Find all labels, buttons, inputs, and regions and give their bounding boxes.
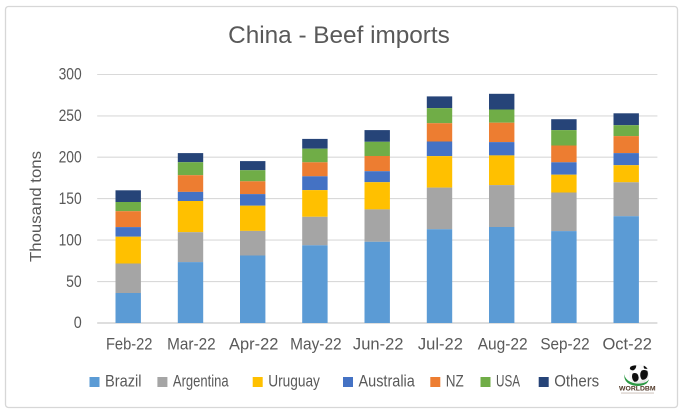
svg-text:50: 50	[66, 273, 82, 291]
svg-text:250: 250	[59, 107, 82, 125]
svg-text:WORLDBM: WORLDBM	[619, 385, 656, 392]
svg-text:Brazil: Brazil	[105, 372, 142, 390]
svg-text:150: 150	[59, 190, 82, 208]
svg-text:Aug-22: Aug-22	[478, 335, 528, 353]
svg-text:Sep-22: Sep-22	[540, 335, 589, 353]
svg-text:NZ: NZ	[446, 372, 464, 390]
svg-text:100: 100	[59, 231, 82, 249]
svg-text:200: 200	[59, 148, 82, 166]
svg-text:Jul-22: Jul-22	[418, 335, 463, 353]
svg-text:0: 0	[74, 314, 82, 332]
svg-text:Apr-22: Apr-22	[229, 335, 278, 353]
svg-text:Thousand tons: Thousand tons	[28, 151, 45, 262]
svg-text:Oct-22: Oct-22	[602, 335, 652, 353]
svg-text:Argentina: Argentina	[173, 372, 229, 390]
svg-text:Others: Others	[554, 372, 599, 390]
svg-text:Jun-22: Jun-22	[353, 335, 404, 353]
svg-text:300: 300	[59, 66, 82, 84]
svg-text:Uruguay: Uruguay	[268, 372, 320, 390]
svg-text:Mar-22: Mar-22	[167, 335, 216, 353]
svg-text:USA: USA	[496, 372, 520, 390]
svg-text:Feb-22: Feb-22	[106, 335, 153, 353]
svg-text:May-22: May-22	[290, 335, 342, 353]
svg-text:Australia: Australia	[359, 372, 416, 390]
svg-text:China - Beef imports: China - Beef imports	[228, 22, 450, 49]
